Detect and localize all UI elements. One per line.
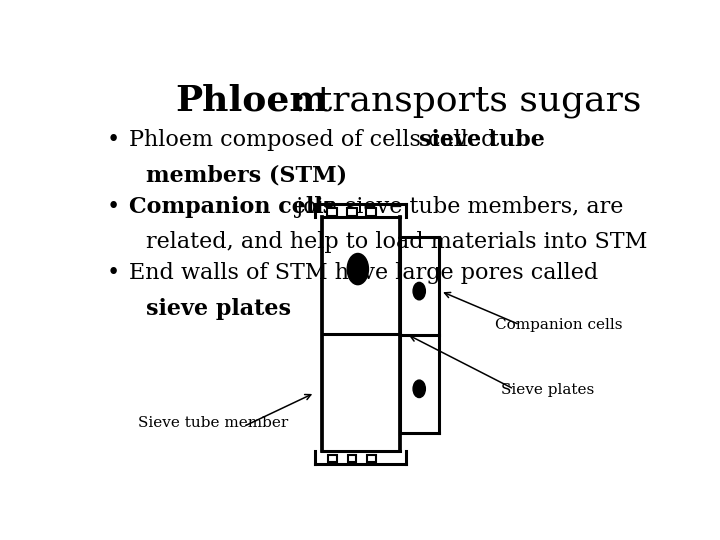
Text: join sieve tube members, are: join sieve tube members, are: [289, 196, 624, 218]
Text: members (STM): members (STM): [145, 165, 347, 187]
FancyBboxPatch shape: [367, 455, 376, 462]
Text: : transports sugars: : transports sugars: [0, 539, 1, 540]
FancyBboxPatch shape: [348, 455, 356, 462]
Text: related, and help to load materials into STM: related, and help to load materials into…: [145, 231, 647, 253]
Text: Phloem composed of cells called: Phloem composed of cells called: [129, 129, 503, 151]
Ellipse shape: [413, 380, 426, 397]
Text: sieve plates: sieve plates: [145, 298, 291, 320]
FancyBboxPatch shape: [328, 455, 337, 462]
FancyBboxPatch shape: [366, 208, 377, 216]
Text: •: •: [107, 262, 120, 284]
Ellipse shape: [413, 282, 426, 300]
Text: Sieve plates: Sieve plates: [501, 383, 594, 397]
Text: sieve tube: sieve tube: [418, 129, 544, 151]
Text: : transports sugars: : transports sugars: [294, 84, 641, 118]
Text: End walls of STM have large pores called: End walls of STM have large pores called: [129, 262, 598, 284]
FancyBboxPatch shape: [347, 208, 356, 216]
Text: Phloem: Phloem: [0, 539, 1, 540]
Text: Sieve tube member: Sieve tube member: [138, 416, 288, 430]
Text: •: •: [107, 196, 120, 218]
Ellipse shape: [347, 253, 369, 285]
Text: Phloem: Phloem: [175, 84, 328, 118]
Text: •: •: [107, 129, 120, 151]
Text: Companion cells: Companion cells: [129, 196, 336, 218]
FancyBboxPatch shape: [327, 208, 337, 216]
Text: Companion cells: Companion cells: [495, 319, 623, 333]
